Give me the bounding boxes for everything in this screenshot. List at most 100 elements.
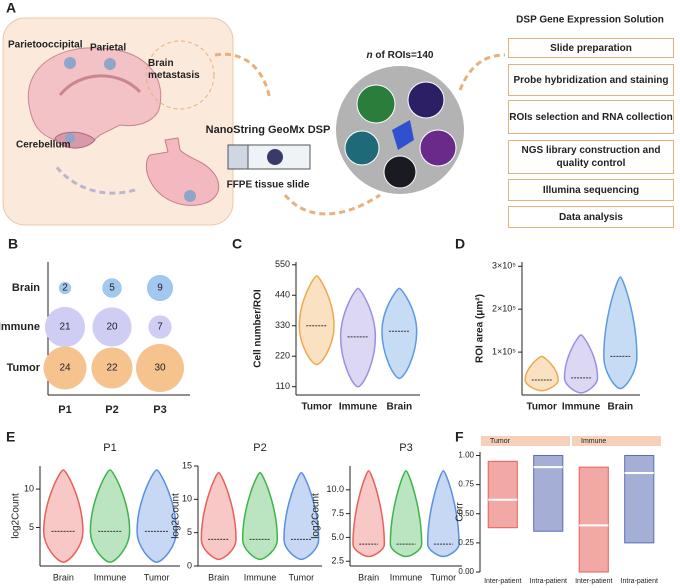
value-label: 7 <box>157 322 163 333</box>
arrow <box>283 193 381 216</box>
x-tick-label: Tumor <box>526 402 556 413</box>
x-tick-label: Immune <box>94 572 127 582</box>
y-axis-label: Corr <box>455 502 466 522</box>
roi <box>419 129 457 167</box>
y-tick-label: 5 <box>29 522 34 532</box>
brain-label: Parietooccipital <box>8 40 83 51</box>
y-tick-label: 2.5 <box>331 556 344 566</box>
bubble <box>146 274 174 302</box>
violin <box>352 470 386 558</box>
x-tick-label: Tumor <box>288 572 314 582</box>
y-tick-label: 0.50 <box>458 509 474 518</box>
x-tick-label: Tumor <box>301 402 331 413</box>
subplot-title: P1 <box>103 442 116 454</box>
step: Slide preparation <box>508 38 674 58</box>
slide-caption: FFPE tissue slide <box>227 180 310 191</box>
facet-strip <box>572 436 661 446</box>
corpus <box>58 74 142 96</box>
x-tick-label: P2 <box>105 404 118 416</box>
y-axis-label: Cell number/ROI <box>253 289 264 368</box>
y-tick-label: Tumor <box>7 362 41 374</box>
violin <box>42 469 84 563</box>
facet-label: Immune <box>581 438 606 445</box>
arrow <box>214 52 272 101</box>
panel-label: C <box>232 236 242 252</box>
x-tick-label: Immune <box>390 572 423 582</box>
y-tick-label: 550 <box>275 259 290 269</box>
arrow <box>458 53 506 91</box>
tissue <box>392 120 414 150</box>
brain <box>27 47 162 146</box>
panel-label: E <box>6 429 15 445</box>
x-tick-label: Inter-patient <box>484 578 521 585</box>
bubble <box>91 347 133 389</box>
bubble <box>136 344 184 392</box>
value-label: 20 <box>106 322 118 333</box>
y-tick-label: 10 <box>24 483 34 493</box>
x-tick-label: Immune <box>339 402 378 413</box>
y-axis-label: log2Count <box>311 493 322 539</box>
x-tick-label: Intra-patient <box>621 578 658 585</box>
subplot-title: P3 <box>399 442 412 454</box>
x-tick-label: Brain <box>387 402 413 413</box>
y-tick-label: 1×10⁵ <box>492 346 516 356</box>
platform: NanoString GeoMx DSP <box>206 124 331 136</box>
value-label: 30 <box>154 363 166 374</box>
y-tick-label: Immune <box>0 321 40 333</box>
violin <box>603 276 638 390</box>
brain-label: Parietal <box>90 43 126 54</box>
violin <box>563 334 599 394</box>
violin <box>298 275 335 366</box>
y-tick-label: 7.5 <box>331 508 344 518</box>
solution-title: DSP Gene Expression Solution <box>516 15 664 26</box>
x-tick-label: Immune <box>562 402 601 413</box>
x-tick-label: Brain <box>608 402 634 413</box>
panel-label: A <box>6 0 16 16</box>
violin <box>200 471 237 561</box>
x-tick-label: P1 <box>58 404 71 416</box>
roi-text: of ROIs=140 <box>373 50 434 61</box>
bubble <box>43 346 87 390</box>
y-axis-label: log2Count <box>171 493 182 539</box>
bubble <box>44 306 86 348</box>
panel-label: F <box>455 429 464 445</box>
roi <box>344 130 380 166</box>
violin <box>136 469 178 563</box>
value-label: 9 <box>157 283 163 294</box>
x-tick-label: Inter-patient <box>575 578 612 585</box>
y-tick-label: Brain <box>12 282 40 294</box>
y-tick-label: 15 <box>182 460 192 470</box>
lesion <box>184 190 196 202</box>
violin <box>241 471 279 561</box>
x-tick-label: Intra-patient <box>530 578 567 585</box>
box <box>487 460 518 529</box>
panel-label: D <box>455 236 465 252</box>
x-tick-label: Tumor <box>144 572 170 582</box>
box <box>578 466 609 573</box>
step: Illumina sequencing <box>508 179 674 201</box>
y-axis-label: log2Count <box>11 493 22 539</box>
y-tick-label: 10.0 <box>326 484 344 494</box>
x-tick-label: Tumor <box>430 572 456 582</box>
y-tick-label: 110 <box>276 381 290 391</box>
value-label: 5 <box>109 283 115 294</box>
y-tick-label: 1.00 <box>458 451 474 460</box>
violin <box>381 287 418 380</box>
y-tick-label: 220 <box>275 351 290 361</box>
step: ROIs selection and RNA collection <box>508 100 674 134</box>
violin <box>283 471 320 561</box>
arrow <box>53 164 136 195</box>
y-tick-label: 0.25 <box>458 538 474 547</box>
y-tick-label: 0.00 <box>458 567 474 576</box>
facet-strip <box>481 436 570 446</box>
lesion <box>65 133 75 143</box>
roi-n: n <box>367 50 373 61</box>
x-tick-label: Brain <box>208 572 229 582</box>
y-tick-label: 0.75 <box>458 480 474 489</box>
y-tick-label: 2×10⁵ <box>492 304 516 314</box>
subplot-title: P2 <box>253 442 266 454</box>
bubble <box>92 307 132 347</box>
bubble <box>148 315 172 339</box>
roi <box>407 81 445 119</box>
